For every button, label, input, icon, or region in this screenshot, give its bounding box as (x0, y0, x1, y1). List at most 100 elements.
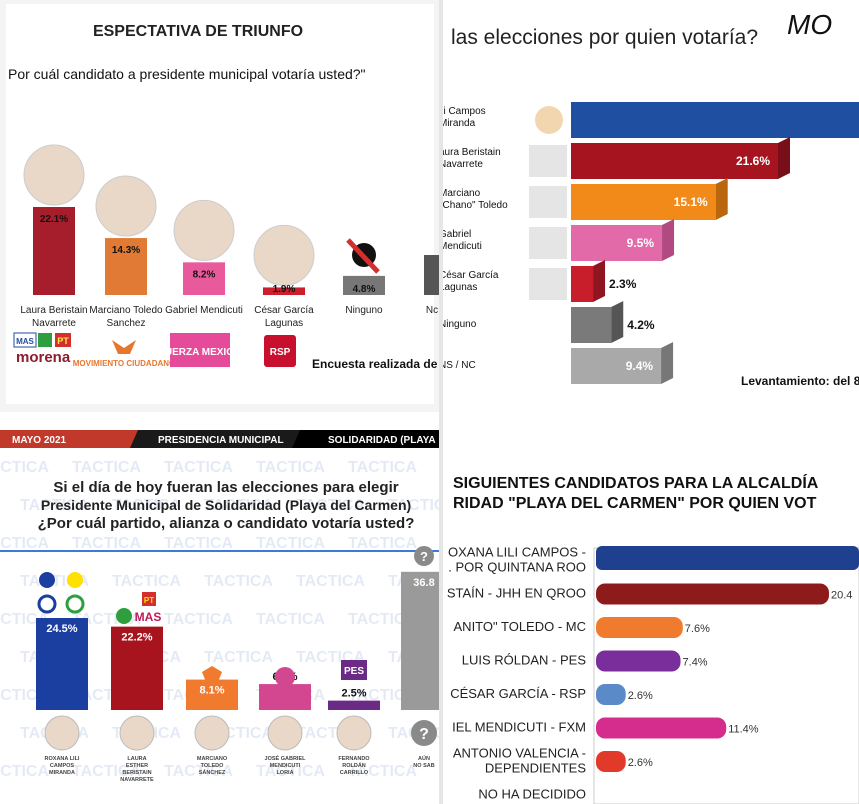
watermark-text: TACTICA (164, 763, 233, 780)
category-label: ANITO" TOLEDO - MC (454, 619, 586, 634)
bar (33, 207, 75, 295)
watermark-text: TACTICA (348, 687, 417, 704)
category-label: ili Campos (443, 106, 486, 117)
mc-logo-icon (112, 340, 136, 354)
bar (401, 571, 440, 710)
category-label: NAVARRETE (120, 777, 154, 783)
bar (328, 700, 380, 710)
rsp-logo (264, 335, 296, 367)
watermark-text: TACTICA (204, 649, 273, 666)
category-label: Sanchez (107, 318, 146, 329)
category-label: Laura Beristain (20, 305, 87, 316)
bar (183, 262, 225, 295)
candidate-photo (535, 106, 563, 134)
data-label: 36.8 (413, 577, 434, 589)
bar (596, 684, 626, 705)
pt-logo (142, 592, 156, 606)
data-label: 1.9% (273, 284, 296, 295)
data-label: 24.5% (46, 623, 77, 635)
watermark-text: TACTICA (256, 611, 325, 628)
title-line-1: SIGUIENTES CANDIDATOS PARA LA ALCALDÍA (453, 473, 819, 492)
watermark-text: TACTICA (296, 573, 365, 590)
data-label: 22.1% (40, 214, 68, 225)
candidate-photo (95, 175, 157, 237)
pes-logo (341, 660, 367, 680)
pt-logo-text: PT (144, 596, 154, 605)
watermark-text: TACTICA (0, 459, 49, 476)
candidate-photo (529, 227, 567, 259)
watermark-text: TACTICA (204, 573, 273, 590)
watermark-text: TACTICA (348, 611, 417, 628)
data-label: 7.4% (683, 657, 708, 669)
category-label: Ninguno (345, 305, 383, 316)
category-label: SÁNCHEZ (199, 769, 226, 776)
category-label: LUIS RÓLDAN - PES (462, 653, 587, 668)
watermark-text: TACTICA (256, 535, 325, 552)
category-label: DEPENDIENTES (485, 761, 586, 776)
bar-partial (424, 255, 440, 295)
bar (263, 287, 305, 295)
watermark-text: TACTICA (164, 535, 233, 552)
prd-logo (67, 572, 83, 588)
question-mark-icon: ? (419, 726, 429, 743)
watermark-text: TACTICA (72, 763, 141, 780)
pri-logo (65, 594, 85, 614)
watermark-text: TACTICA (164, 459, 233, 476)
data-label: 7.6% (685, 623, 710, 635)
header-banner: MAYO 2021 PRESIDENCIA MUNICIPAL SOLIDARI… (0, 430, 440, 448)
watermark-text: TACTICA (296, 497, 365, 514)
category-label: César García (254, 305, 314, 316)
category-label: STAÍN - JHH EN QROO (447, 586, 586, 601)
mas-logo: MAS (135, 610, 162, 624)
category-label: Marciano Toledo (89, 305, 163, 316)
bar (343, 275, 385, 295)
header-date: MAYO 2021 (12, 435, 67, 446)
title-underline (0, 550, 440, 552)
category-label: Navarrete (32, 318, 76, 329)
data-label: 14.3% (112, 245, 140, 256)
data-label: 21.6% (736, 154, 770, 168)
pt-logo (55, 333, 71, 347)
category-label: Marciano (443, 188, 481, 199)
bar (596, 717, 727, 739)
data-label: 8.2% (193, 269, 216, 280)
data-label: 4.8% (353, 284, 376, 295)
candidate-photo (44, 715, 80, 751)
watermark-text: TACTICA (348, 459, 417, 476)
bar-3d-side (661, 342, 674, 384)
category-label: CARRILLO (340, 770, 369, 776)
no-sign-icon (346, 238, 380, 274)
watermark-text: TACTICA (72, 459, 141, 476)
category-label: ESTHER (126, 763, 148, 769)
bar (571, 266, 594, 302)
watermark-text: TACTICA (72, 535, 141, 552)
bar-chart-horizontal-mo: El las elecciones por quien votaría? MO … (443, 0, 859, 412)
category-label: ROXANA LILI (45, 756, 80, 762)
data-label: 2.6% (628, 690, 653, 702)
bar (596, 583, 829, 605)
bar (259, 684, 311, 710)
bar-chart-tactica: MAYO 2021 PRESIDENCIA MUNICIPAL SOLIDARI… (0, 422, 440, 804)
candidate-photo (253, 224, 315, 286)
bar-3d-side (715, 178, 728, 220)
bar (571, 143, 778, 179)
fxm-logo (275, 667, 295, 687)
watermark-text: TACTICA (256, 459, 325, 476)
pes-logo-text: PES (344, 666, 364, 677)
bar-3d-side (593, 260, 606, 302)
pan-logo (39, 572, 55, 588)
category-label: Mendicuti (443, 241, 482, 252)
bar-3d-side (611, 301, 624, 343)
header-location: SOLIDARIDAD (PLAYA (328, 435, 436, 446)
watermark-text: TACTICA (204, 497, 273, 514)
category-label: OXANA LILI CAMPOS - (448, 545, 586, 560)
bar-chart-horizontal-alcaldia: SIGUIENTES CANDIDATOS PARA LA ALCALDÍA R… (443, 422, 859, 804)
bar-3d-side (662, 219, 675, 261)
category-label: TOLEDO (201, 763, 225, 769)
candidate-photo (529, 186, 567, 218)
mc-logo-text: MOVIMIENTO CIUDADANO (73, 359, 176, 368)
title-line-2: Presidente Municipal de Solidaridad (Pla… (41, 497, 411, 513)
category-label: Lagunas (443, 282, 477, 293)
data-label: 20.4 (831, 590, 852, 602)
unknown-icon (411, 720, 437, 746)
